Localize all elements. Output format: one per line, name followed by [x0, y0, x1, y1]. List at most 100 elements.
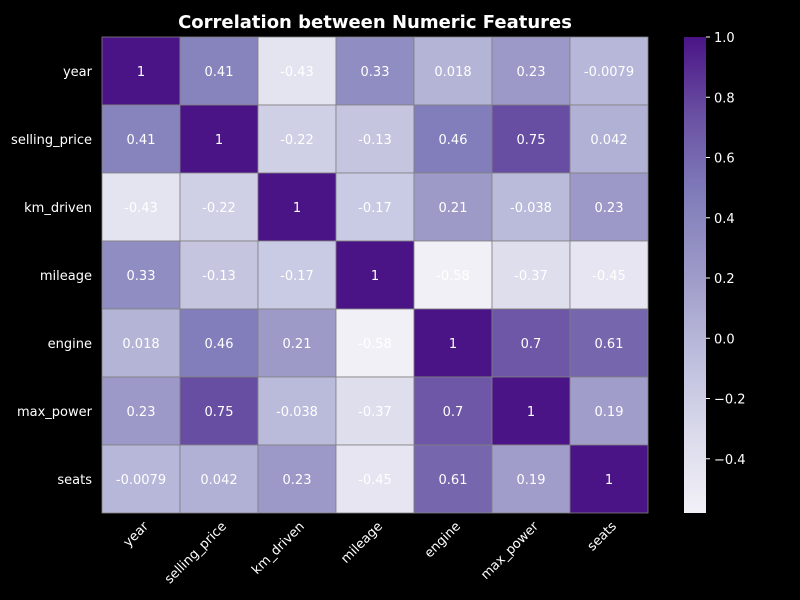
cell-value-label: -0.43	[280, 65, 314, 80]
cell-value-label: 0.23	[595, 201, 624, 216]
heatmap-cell	[101, 36, 181, 106]
cell-value-label: -0.13	[358, 133, 392, 148]
cell-value-label: -0.0079	[584, 65, 634, 80]
colorbar-tick-label: 0.2	[714, 272, 735, 287]
colorbar-gradient	[684, 37, 706, 513]
heatmap-cell	[101, 308, 181, 378]
cell-value-label: 0.75	[517, 133, 546, 148]
heatmap-cell	[335, 444, 415, 514]
colorbar-tick-label: 0.6	[714, 152, 735, 167]
x-tick-label: year	[121, 519, 153, 551]
cell-value-label: -0.43	[124, 201, 158, 216]
heatmap-cell	[335, 376, 415, 446]
heatmap-cell	[257, 308, 337, 378]
cell-value-label: 0.46	[439, 133, 468, 148]
cell-value-label: -0.22	[202, 201, 236, 216]
cell-value-label: -0.038	[276, 405, 318, 420]
heatmap-cell	[101, 104, 181, 174]
cell-value-label: 0.19	[517, 473, 546, 488]
cell-value-label: 0.61	[595, 337, 624, 352]
colorbar-tick-label: 0.8	[714, 91, 735, 106]
heatmap-cell	[257, 104, 337, 174]
cell-value-label: -0.45	[358, 473, 392, 488]
heatmap-cell	[257, 36, 337, 106]
heatmap-cell	[491, 172, 571, 242]
cell-value-label: 0.41	[127, 133, 156, 148]
colorbar-tick-label: −0.4	[714, 453, 746, 468]
y-tick-label: mileage	[40, 269, 92, 284]
cell-value-label: -0.17	[280, 269, 314, 284]
x-tick-label: km_driven	[249, 519, 308, 578]
cell-value-label: -0.58	[436, 269, 470, 284]
heatmap-cell	[257, 172, 337, 242]
heatmap-cell	[413, 172, 493, 242]
cell-value-label: -0.58	[358, 337, 392, 352]
cell-value-label: 0.7	[521, 337, 542, 352]
cell-value-label: 1	[215, 133, 223, 148]
heatmap-cell	[413, 36, 493, 106]
cell-value-label: 0.19	[595, 405, 624, 420]
heatmap-cell	[101, 172, 181, 242]
heatmap-cell	[569, 376, 649, 446]
cell-value-label: 0.7	[443, 405, 464, 420]
heatmap-cell	[413, 376, 493, 446]
cell-value-label: 1	[371, 269, 379, 284]
cell-value-label: 0.33	[361, 65, 390, 80]
cell-value-label: 0.33	[127, 269, 156, 284]
heatmap-cell	[491, 104, 571, 174]
heatmap-cell	[335, 36, 415, 106]
heatmap-cell	[569, 172, 649, 242]
colorbar-tick-label: 1.0	[714, 31, 735, 46]
cell-value-label: 0.46	[205, 337, 234, 352]
heatmap-cell	[491, 36, 571, 106]
cell-value-label: 0.75	[205, 405, 234, 420]
colorbar-tick-label: 0.4	[714, 212, 735, 227]
cell-value-label: 0.61	[439, 473, 468, 488]
cell-value-label: 1	[527, 405, 535, 420]
heatmap-cell	[569, 308, 649, 378]
heatmap-cell	[569, 240, 649, 310]
cell-value-label: 0.23	[283, 473, 312, 488]
y-tick-label: engine	[48, 337, 92, 352]
heatmap-cell	[491, 240, 571, 310]
cell-value-label: -0.37	[514, 269, 548, 284]
cell-value-label: 1	[137, 65, 145, 80]
heatmap-cell	[101, 444, 181, 514]
cell-value-label: 1	[293, 201, 301, 216]
cell-value-label: 0.042	[200, 473, 237, 488]
heatmap-cell	[569, 104, 649, 174]
colorbar-tick-label: 0.0	[714, 332, 735, 347]
x-tick-label: engine	[422, 519, 464, 561]
cell-value-label: 0.21	[283, 337, 312, 352]
x-tick-label: max_power	[478, 519, 542, 583]
cell-value-label: 0.018	[434, 65, 471, 80]
colorbar-tick-label: −0.2	[714, 393, 746, 408]
heatmap-cell	[413, 104, 493, 174]
cell-value-label: -0.45	[592, 269, 626, 284]
cell-value-label: 1	[449, 337, 457, 352]
heatmap-cell	[179, 376, 259, 446]
heatmap-cell	[179, 172, 259, 242]
cell-value-label: -0.0079	[116, 473, 166, 488]
cell-value-label: -0.17	[358, 201, 392, 216]
heatmap-cell	[335, 172, 415, 242]
heatmap-cell	[335, 240, 415, 310]
heatmap-cell	[491, 444, 571, 514]
cell-value-label: -0.22	[280, 133, 314, 148]
colorbar: 1.0 0.8 0.6 0.4 0.2 0.0 −0.2 −0.4	[684, 31, 746, 513]
heatmap-cell	[413, 444, 493, 514]
cell-value-label: 0.23	[517, 65, 546, 80]
cell-value-label: 0.21	[439, 201, 468, 216]
cell-value-label: 1	[605, 473, 613, 488]
heatmap-cell	[101, 240, 181, 310]
x-tick-label: seats	[585, 519, 620, 554]
cell-value-label: -0.37	[358, 405, 392, 420]
y-tick-label: seats	[57, 473, 92, 488]
cell-value-label: 0.23	[127, 405, 156, 420]
x-tick-label: selling_price	[162, 519, 230, 587]
chart-title: Correlation between Numeric Features	[178, 12, 572, 33]
y-tick-label: selling_price	[11, 133, 92, 148]
cell-value-label: -0.13	[202, 269, 236, 284]
